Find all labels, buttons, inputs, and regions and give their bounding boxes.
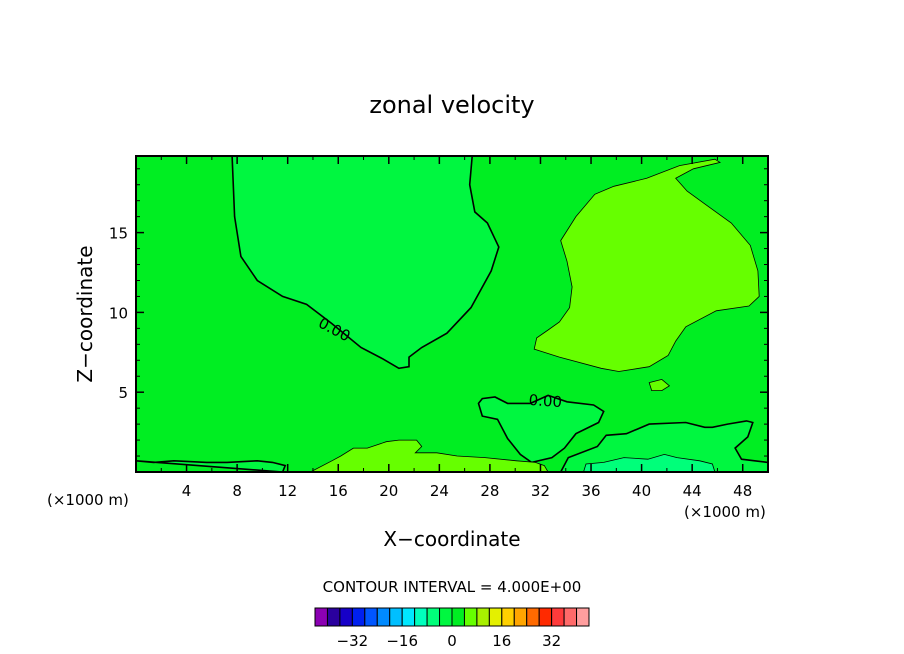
colorbar-swatch — [351, 607, 366, 627]
colorbar-swatch — [451, 607, 465, 627]
plot-frame — [135, 155, 769, 473]
colorbar-swatch — [501, 607, 515, 627]
x-tick-label: 44 — [683, 482, 702, 500]
colorbar-swatch — [314, 607, 328, 627]
colorbar-swatch — [439, 607, 453, 627]
colorbar-swatch — [576, 607, 590, 627]
x-tick-label: 24 — [430, 482, 449, 500]
colorbar-swatch — [414, 607, 428, 627]
x-tick-label: 48 — [733, 482, 752, 500]
colorbar — [314, 607, 590, 627]
colorbar-swatch — [326, 607, 341, 627]
colorbar-swatch — [513, 607, 528, 627]
colorbar-swatch — [526, 607, 540, 627]
contour-interval-text: CONTOUR INTERVAL = 4.000E+00 — [323, 578, 582, 596]
x-tick-label: 12 — [278, 482, 297, 500]
x-axis-label: X−coordinate — [383, 527, 520, 551]
colorbar-swatch — [364, 607, 378, 627]
y-axis-label: Z−coordinate — [73, 245, 97, 382]
y-tick-label: 15 — [109, 225, 128, 243]
colorbar-tick-label: 32 — [542, 632, 561, 650]
colorbar-swatch — [538, 607, 553, 627]
colorbar-swatch — [476, 607, 490, 627]
colorbar-tick-label: 16 — [492, 632, 511, 650]
colorbar-tick-label: −16 — [386, 632, 418, 650]
contour-region — [310, 439, 549, 472]
x-units-left: (×1000 m) — [47, 491, 129, 509]
colorbar-swatch — [401, 607, 416, 627]
colorbar-swatch — [488, 607, 503, 627]
chart-title: zonal velocity — [369, 91, 534, 119]
x-axis-ticks: 4 8 12 16 20 24 28 32 36 40 44 48 — [160, 156, 752, 500]
colorbar-swatch — [426, 607, 441, 627]
colorbar-swatch — [389, 607, 403, 627]
contour-layer — [136, 156, 768, 472]
x-tick-label: 28 — [480, 482, 499, 500]
contour-region — [231, 156, 500, 370]
x-tick-label: 8 — [232, 482, 242, 500]
contour-region — [477, 394, 605, 464]
colorbar-swatch — [563, 607, 578, 627]
contour-region — [136, 459, 287, 472]
contour-label: 0.00 — [528, 391, 563, 411]
x-tick-label: 32 — [531, 482, 550, 500]
x-tick-label: 40 — [632, 482, 651, 500]
colorbar-tick-label: −32 — [337, 632, 369, 650]
x-tick-label: 4 — [182, 482, 192, 500]
colorbar-swatch — [551, 607, 565, 627]
y-tick-label: 5 — [118, 384, 128, 402]
contour-region — [648, 378, 671, 391]
colorbar-swatch — [463, 607, 478, 627]
x-tick-label: 20 — [379, 482, 398, 500]
colorbar-labels: −32 −16 0 16 32 — [337, 632, 562, 650]
colorbar-swatch — [376, 607, 391, 627]
x-units-right: (×1000 m) — [684, 503, 766, 521]
y-axis-ticks: 5 10 15 — [109, 168, 768, 457]
contour-region — [533, 158, 760, 372]
x-tick-label: 16 — [329, 482, 348, 500]
colorbar-swatch — [339, 607, 353, 627]
y-tick-label: 10 — [109, 304, 128, 322]
x-tick-label: 36 — [581, 482, 600, 500]
contour-region — [559, 420, 768, 472]
contour-region — [583, 453, 716, 472]
colorbar-tick-label: 0 — [447, 632, 457, 650]
